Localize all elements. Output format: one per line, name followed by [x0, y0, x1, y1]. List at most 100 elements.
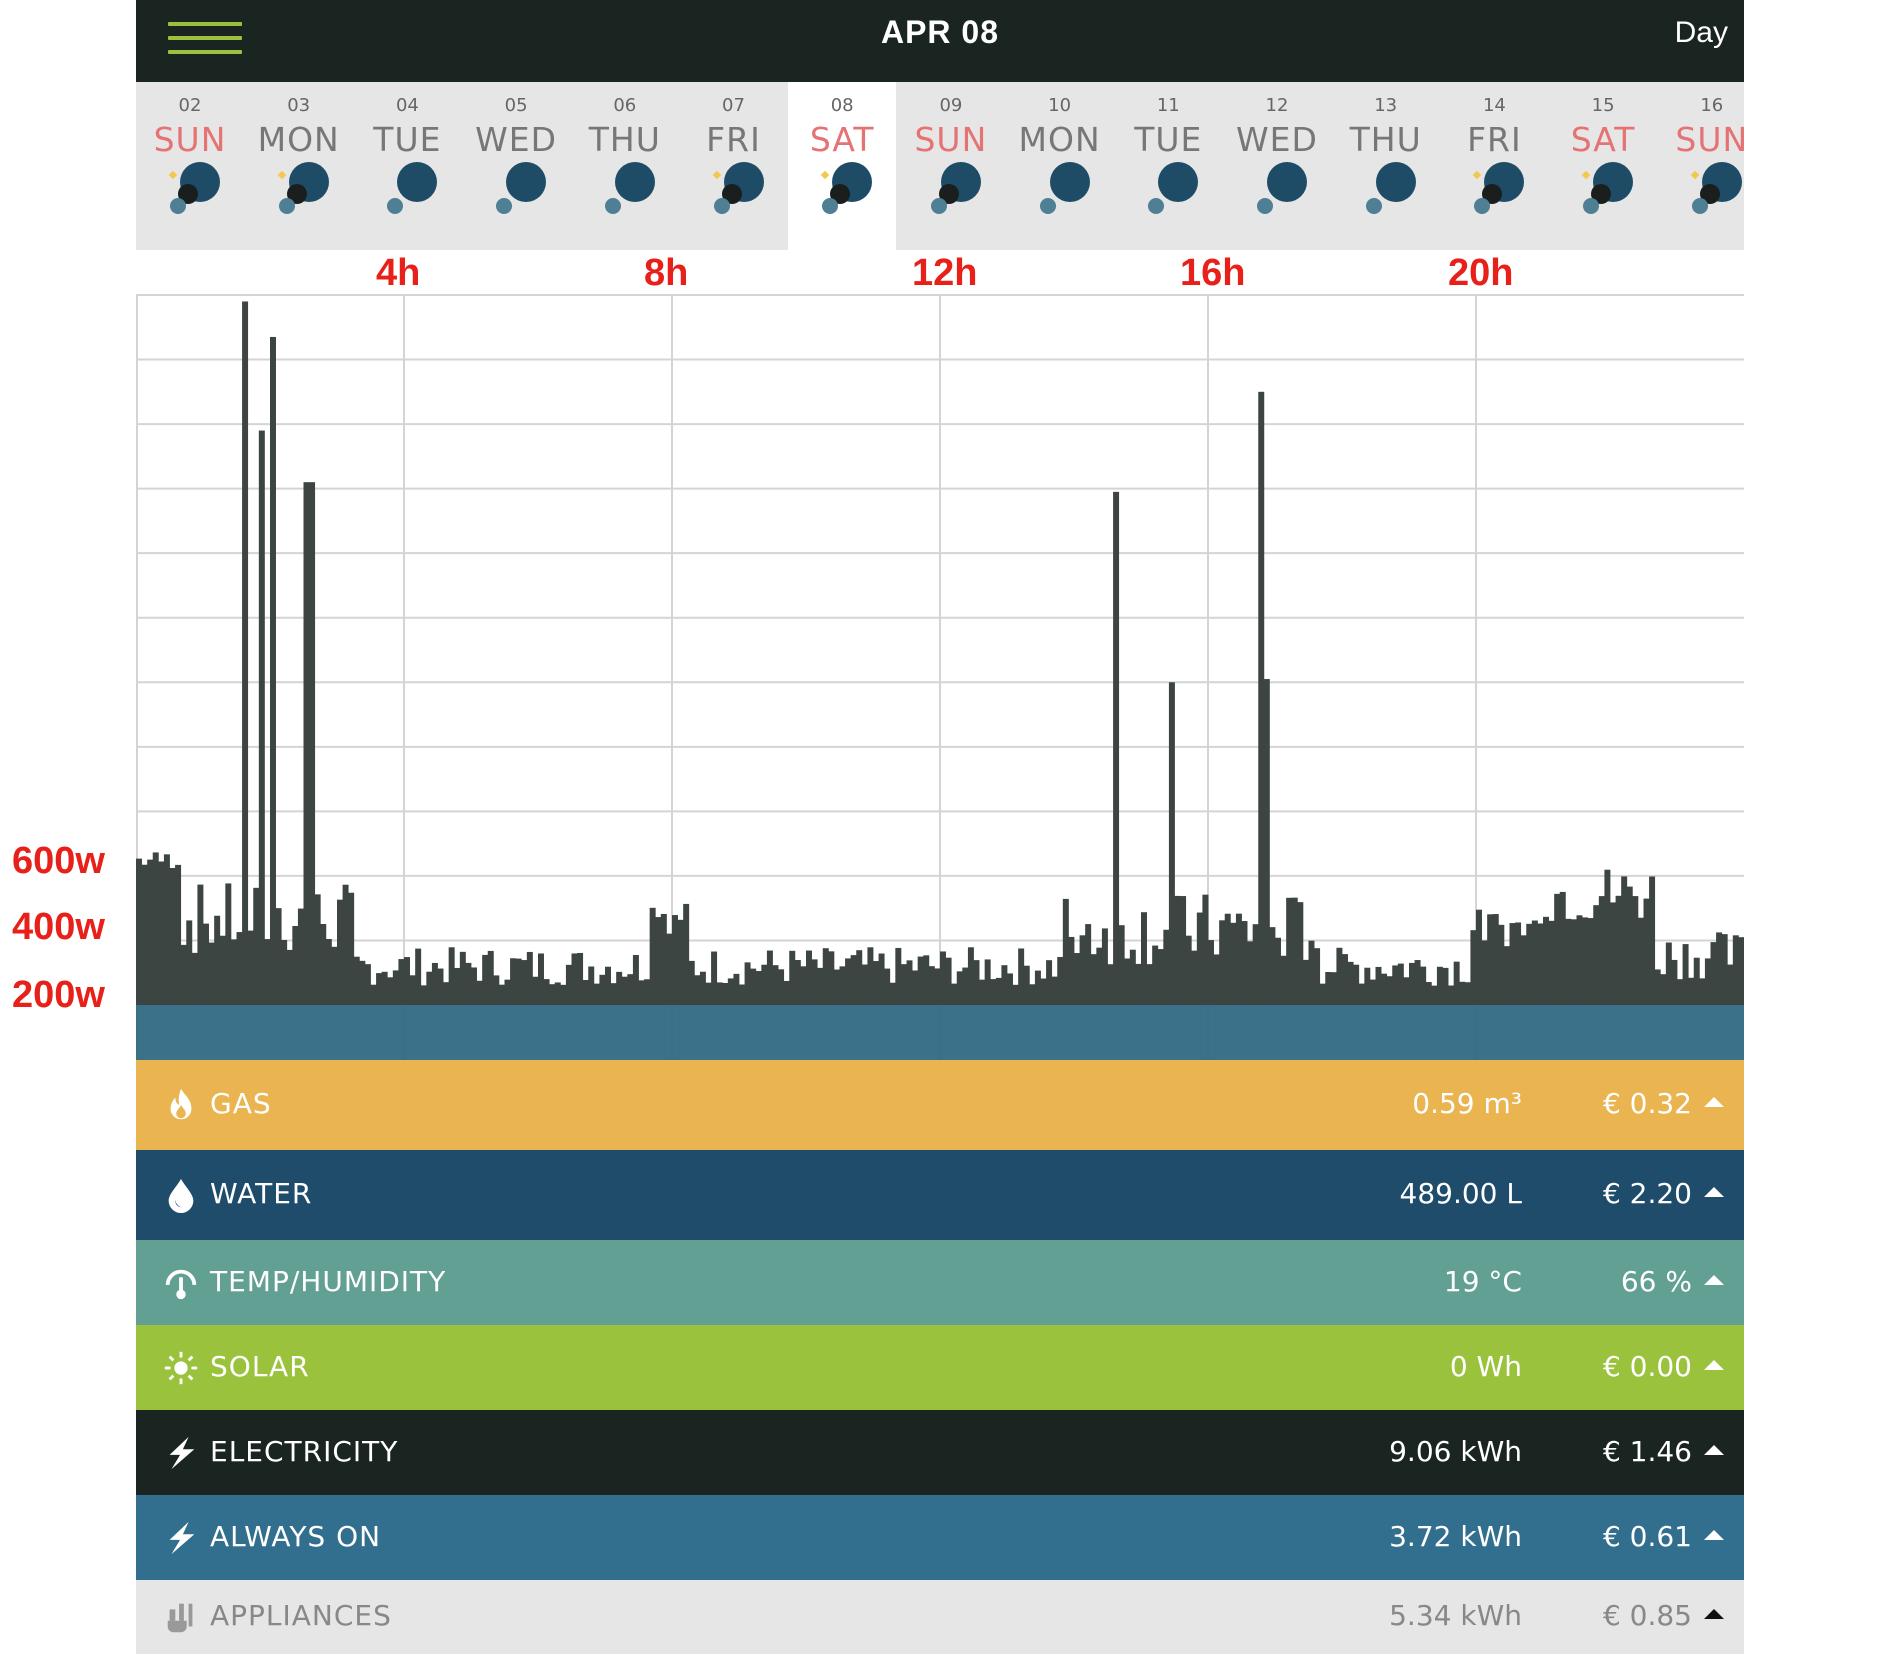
base-band	[136, 1005, 1744, 1060]
chart-bar	[772, 965, 779, 1005]
day-12[interactable]: 12 WED	[1223, 82, 1331, 250]
menu-icon[interactable]	[168, 22, 242, 54]
chart-bar	[1235, 913, 1242, 1005]
day-name: TUE	[373, 120, 442, 159]
power-chart	[136, 294, 1744, 1060]
chart-bar	[1409, 962, 1415, 1005]
chart-bar	[644, 979, 651, 1005]
chart-bar	[1442, 967, 1449, 1005]
category-row-appliances[interactable]: APPLIANCES 5.34 kWh € 0.85	[136, 1580, 1744, 1654]
chart-bar	[683, 903, 690, 1005]
expand-arrow-icon[interactable]	[1704, 1097, 1724, 1107]
chart-bar	[1297, 902, 1304, 1005]
chart-bar	[1610, 902, 1616, 1005]
day-06[interactable]: 06 THU	[571, 82, 679, 250]
chart-bar	[962, 967, 969, 1005]
chart-bar	[1213, 954, 1220, 1005]
chart-bar	[1141, 912, 1147, 1005]
chart-bar	[1436, 966, 1443, 1005]
category-row-solar[interactable]: SOLAR 0 Wh € 0.00	[136, 1325, 1744, 1410]
expand-arrow-icon[interactable]	[1704, 1609, 1724, 1619]
chart-bar	[1208, 940, 1214, 1005]
partly-cloudy-night-icon	[1473, 162, 1534, 226]
chart-bar	[990, 979, 997, 1005]
day-16[interactable]: 16 SUN	[1658, 82, 1766, 250]
chart-bar	[203, 923, 209, 1005]
day-02[interactable]: 02 SUN	[136, 82, 244, 250]
chart-bar	[677, 919, 684, 1005]
chart-bar	[392, 970, 399, 1005]
chart-bar	[493, 975, 500, 1005]
chart-bar	[387, 977, 394, 1005]
day-14[interactable]: 14 FRI	[1440, 82, 1548, 250]
chart-bar	[605, 966, 611, 1005]
category-cost: € 0.61	[1602, 1519, 1692, 1553]
day-03[interactable]: 03 MON	[245, 82, 353, 250]
day-04[interactable]: 04 TUE	[353, 82, 461, 250]
day-08[interactable]: 08 SAT	[788, 82, 897, 250]
chart-bar	[1224, 913, 1231, 1005]
day-number: 02	[178, 95, 202, 116]
chart-bar	[621, 976, 628, 1005]
chart-bar	[364, 964, 371, 1005]
expand-arrow-icon[interactable]	[1704, 1529, 1724, 1540]
hour-label-8h: 8h	[644, 252, 689, 294]
chart-bar	[549, 984, 556, 1005]
chart-bar	[1258, 391, 1265, 1005]
chart-bar	[1403, 977, 1410, 1005]
category-cost: € 0.85	[1602, 1599, 1692, 1632]
chart-bar	[264, 939, 271, 1005]
chart-bar	[839, 966, 846, 1005]
day-11[interactable]: 11 TUE	[1114, 82, 1222, 250]
day-09[interactable]: 09 SUN	[897, 82, 1005, 250]
chart-bar	[459, 951, 466, 1005]
day-07[interactable]: 07 FRI	[680, 82, 788, 250]
chart-bar	[711, 951, 718, 1005]
day-number: 06	[613, 95, 637, 116]
expand-arrow-icon[interactable]	[1704, 1444, 1724, 1455]
chart-bar	[169, 867, 176, 1005]
category-row-electricity[interactable]: ELECTRICITY 9.06 kWh € 1.46	[136, 1410, 1744, 1495]
day-number: 16	[1700, 95, 1724, 116]
chart-bar	[1040, 978, 1047, 1005]
category-row-gas[interactable]: GAS 0.59 m³ € 0.32	[136, 1060, 1744, 1150]
chart-bar	[1101, 928, 1108, 1005]
category-label: APPLIANCES	[210, 1599, 392, 1632]
expand-arrow-icon[interactable]	[1704, 1187, 1724, 1197]
day-05[interactable]: 05 WED	[462, 82, 570, 250]
category-row-water[interactable]: WATER 489.00 L € 2.20	[136, 1150, 1744, 1240]
day-name: MON	[257, 120, 340, 159]
chart-bar	[1587, 918, 1594, 1005]
expand-arrow-icon[interactable]	[1704, 1274, 1724, 1285]
chart-bar	[1470, 930, 1477, 1005]
day-15[interactable]: 15 SAT	[1549, 82, 1657, 250]
chart-bar	[1325, 972, 1332, 1005]
day-name: THU	[588, 120, 661, 159]
chart-bar	[1152, 945, 1159, 1005]
day-name: WED	[1236, 120, 1318, 159]
day-10[interactable]: 10 MON	[1006, 82, 1114, 250]
category-row-always_on[interactable]: ALWAYS ON 3.72 kWh € 0.61	[136, 1495, 1744, 1580]
category-amount: 19 °C	[1443, 1264, 1522, 1298]
chart-bar	[1425, 982, 1432, 1005]
period-selector[interactable]: Day	[1674, 16, 1728, 49]
expand-arrow-icon[interactable]	[1704, 1359, 1724, 1370]
chart-bar	[716, 982, 723, 1005]
category-row-temp[interactable]: TEMP/HUMIDITY 19 °C 66 %	[136, 1240, 1744, 1325]
chart-bar	[1531, 920, 1538, 1005]
category-amount: 0.59 m³	[1412, 1087, 1522, 1120]
chart-bar	[191, 952, 198, 1005]
chart-bar	[1570, 919, 1577, 1005]
chart-bar	[1124, 958, 1131, 1005]
cloud-icon	[387, 162, 447, 226]
day-13[interactable]: 13 THU	[1332, 82, 1440, 250]
chart-bar	[270, 336, 276, 1005]
chart-bar	[1509, 923, 1516, 1005]
chart-bar	[1649, 876, 1656, 1005]
chart-bar	[817, 967, 824, 1005]
watt-label-200w: 200w	[12, 974, 105, 1016]
day-number: 10	[1048, 95, 1072, 116]
day-number: 12	[1265, 95, 1289, 116]
chart-bar	[1275, 937, 1281, 1005]
chart-bar	[1068, 936, 1075, 1005]
